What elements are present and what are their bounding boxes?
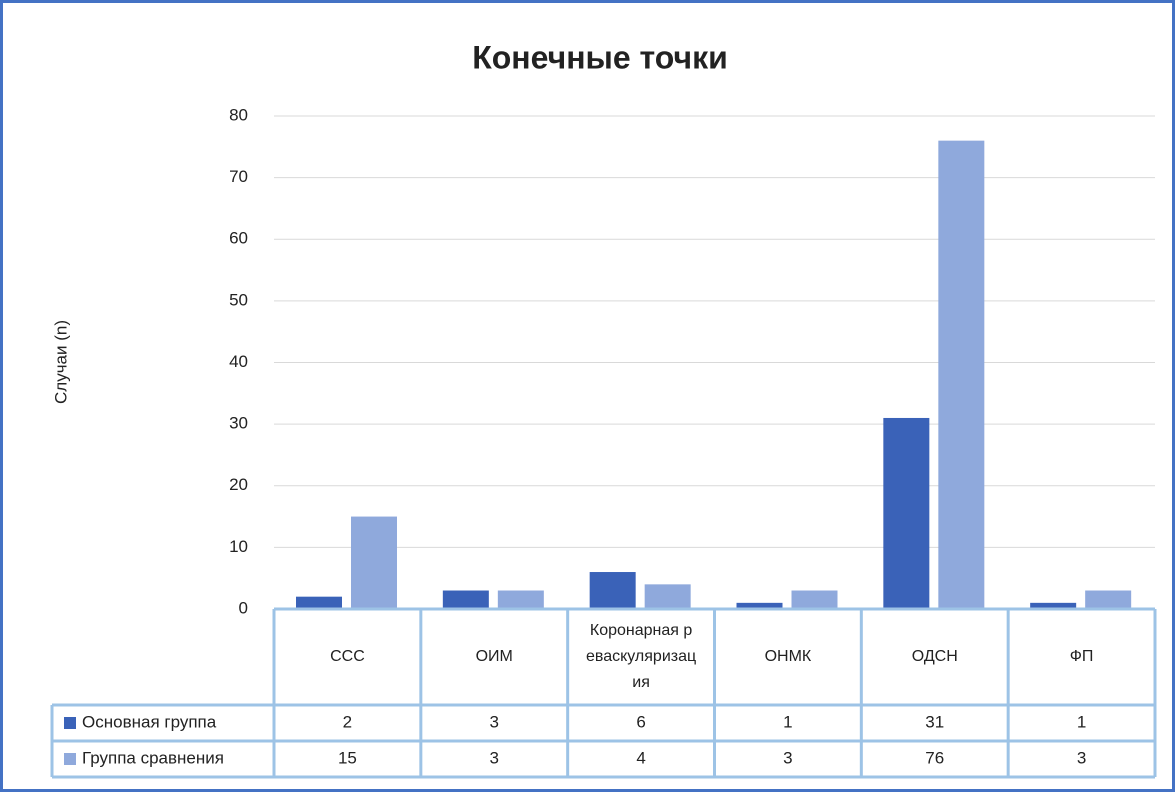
table-value: 6 [636,712,645,731]
x-tick-label-box: Коронарная реваскуляризация [585,622,697,691]
x-tick-label-box: ФП [1069,648,1094,665]
x-tick-label: ОДСН [911,648,958,665]
bar [791,590,838,609]
table-value: 15 [338,748,357,767]
x-tick-label: ОИМ [475,648,513,665]
x-tick-label-box: ОИМ [475,648,513,665]
legend-label: Группа сравнения [82,748,224,767]
chart-title: Конечные точки [472,39,728,75]
bar [1085,590,1132,609]
table-value: 4 [636,748,645,767]
bar [938,140,985,609]
bar [883,417,930,609]
bar [736,602,783,609]
x-tick-label: Коронарная реваскуляризация [585,622,697,691]
y-tick-label: 80 [229,105,248,124]
x-tick-label: ССС [330,648,365,665]
y-axis-label: Случаи (n) [51,320,70,404]
table-value: 31 [925,712,944,731]
y-tick-label: 30 [229,414,248,433]
bar [589,572,636,609]
x-tick-label-box: ОДСН [911,648,958,665]
bar [497,590,544,609]
y-tick-label: 20 [229,475,248,494]
y-tick-label: 50 [229,290,248,309]
bar [1030,602,1077,609]
y-tick-label: 70 [229,167,248,186]
table-value: 3 [490,748,499,767]
table-value: 1 [1077,712,1086,731]
table-value: 76 [925,748,944,767]
table-value: 1 [783,712,792,731]
x-tick-label-box: ССС [330,648,365,665]
legend-label: Основная группа [82,712,217,731]
legend-key [64,717,76,729]
table-value: 3 [490,712,499,731]
bar [644,584,691,609]
y-tick-label: 10 [229,537,248,556]
y-tick-label: 0 [239,598,248,617]
table-value: 3 [783,748,792,767]
x-tick-label: ОНМК [764,648,812,665]
legend-key [64,753,76,765]
bar [296,596,342,609]
bar [351,516,397,609]
bar [442,590,489,609]
table-value: 3 [1077,748,1086,767]
table-value: 2 [343,712,352,731]
y-tick-label: 40 [229,352,248,371]
x-tick-label-box: ОНМК [764,648,812,665]
x-tick-label: ФП [1069,648,1094,665]
y-tick-label: 60 [229,229,248,248]
